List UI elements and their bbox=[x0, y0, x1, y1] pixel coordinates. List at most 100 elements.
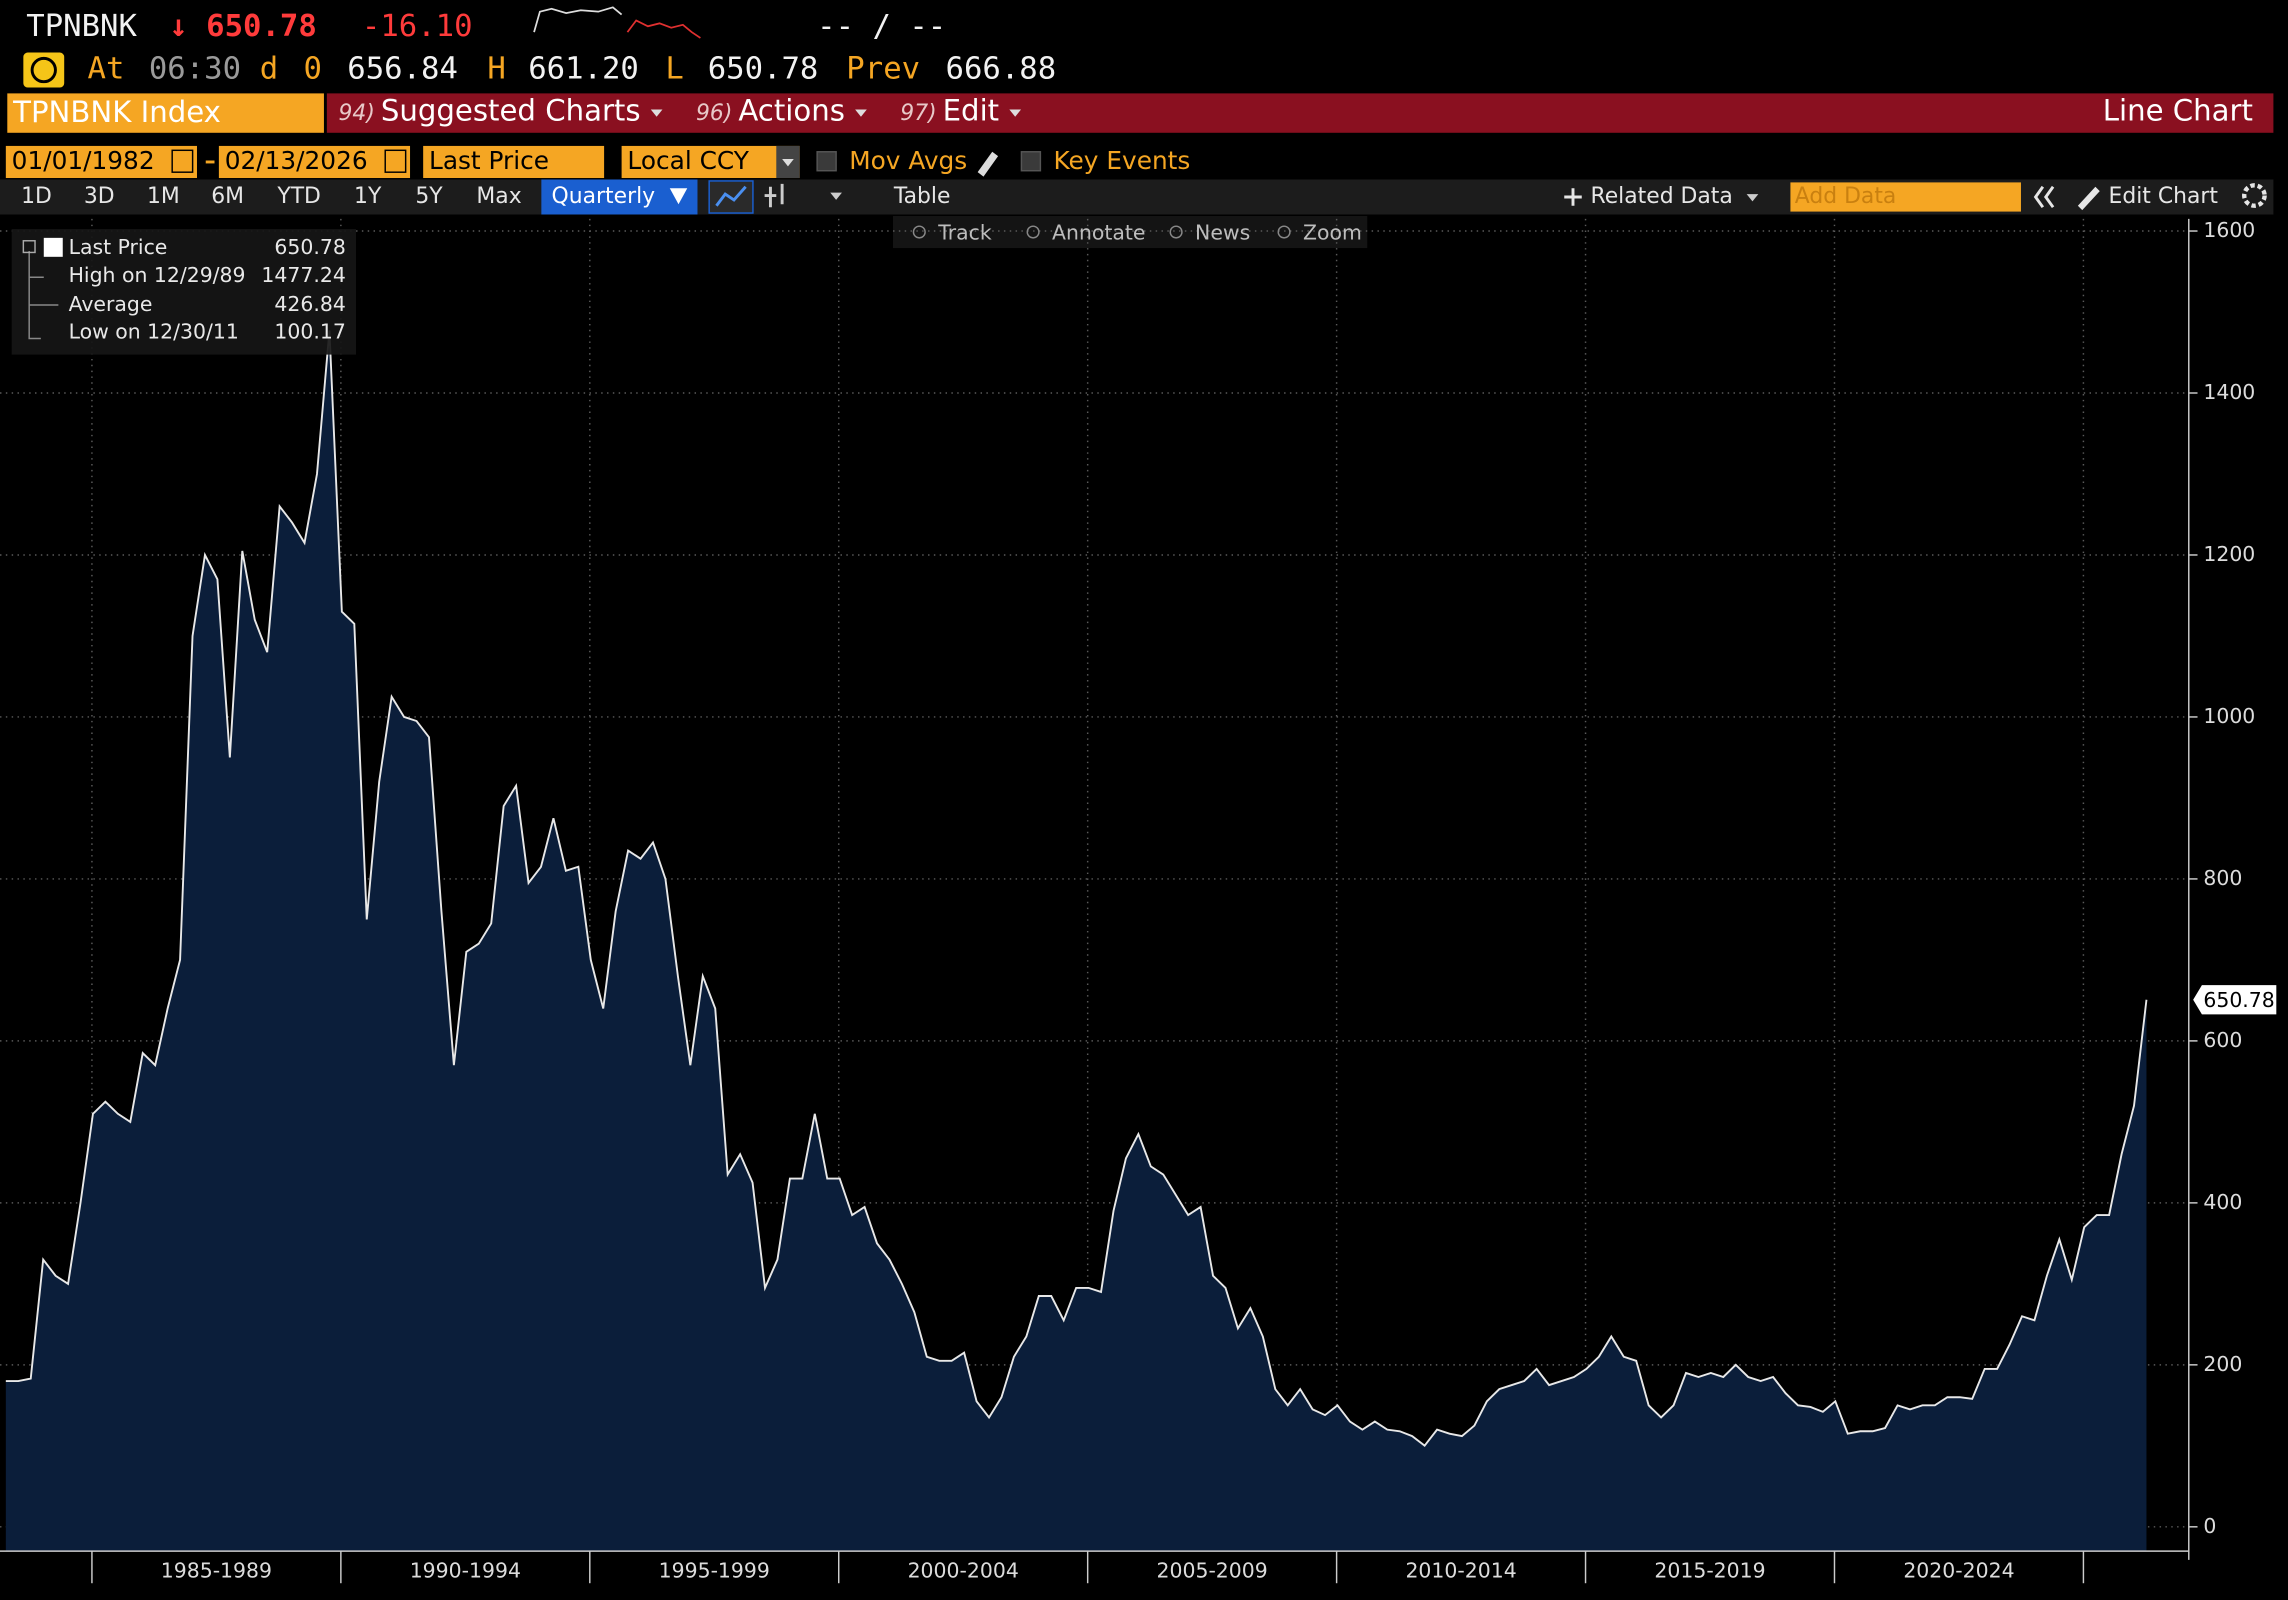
field[interactable]: Last Price bbox=[429, 146, 549, 175]
range-button[interactable]: 1D bbox=[21, 184, 52, 209]
legend-value: 100.17 bbox=[274, 320, 345, 344]
dropdown-arrow bbox=[855, 109, 867, 117]
legend-value: 1477.24 bbox=[261, 263, 345, 287]
pencil-icon bbox=[977, 151, 999, 177]
y-tick-label: 800 bbox=[2203, 866, 2242, 890]
line-chart-glyph bbox=[715, 185, 747, 207]
dropdown-arrow bbox=[650, 109, 663, 117]
end-date[interactable]: 02/13/2026 bbox=[225, 146, 368, 175]
range-button[interactable]: Max bbox=[476, 184, 521, 209]
last-price: ↓ 650.78 bbox=[169, 9, 317, 44]
tool-icon bbox=[1277, 225, 1291, 239]
chart-type[interactable]: Line Chart bbox=[2103, 93, 2253, 127]
end-date-box[interactable] bbox=[218, 145, 411, 179]
tool[interactable]: News bbox=[1195, 220, 1250, 244]
range-button[interactable]: 1M bbox=[147, 184, 180, 209]
tool-icon bbox=[1026, 225, 1040, 239]
menu-item[interactable]: Actions bbox=[738, 93, 845, 127]
time: 06:30 bbox=[149, 52, 241, 87]
last-value-tag bbox=[2193, 985, 2277, 1015]
y-tick-label: 200 bbox=[2203, 1352, 2242, 1376]
range-button[interactable]: 1Y bbox=[354, 184, 382, 209]
clock-icon-face bbox=[30, 56, 57, 84]
add-data-box[interactable] bbox=[1790, 182, 2021, 212]
start-date-box[interactable] bbox=[5, 145, 197, 179]
option[interactable]: Key Events bbox=[1054, 146, 1191, 175]
clock-icon bbox=[23, 52, 65, 88]
dropdown-arrow bbox=[1746, 194, 1759, 202]
menu-item[interactable]: Edit bbox=[943, 93, 1000, 127]
pencil-icon bbox=[2077, 186, 2100, 211]
last-value-label: 650.78 bbox=[2203, 988, 2274, 1012]
y-tick-label: 1400 bbox=[2203, 380, 2255, 404]
y-tick-label: 600 bbox=[2203, 1028, 2242, 1052]
legend-label: Low on 12/30/11 bbox=[69, 320, 239, 344]
d-label: d bbox=[260, 52, 278, 87]
tool-icon bbox=[1169, 225, 1183, 239]
calendar-icon[interactable] bbox=[171, 149, 194, 173]
add-data[interactable]: Add Data bbox=[1795, 184, 1897, 209]
range-button[interactable]: 6M bbox=[211, 184, 244, 209]
low: 650.78 bbox=[708, 52, 819, 87]
security-box[interactable] bbox=[7, 93, 324, 133]
tool-icon bbox=[912, 225, 926, 239]
plot: 0 200 400 600 800 1000 1200 1400 1600 1985-1989 19… bbox=[0, 218, 2277, 1584]
dropdown-arrow[interactable] bbox=[830, 192, 842, 200]
legend-value: 650.78 bbox=[274, 235, 345, 259]
range-button[interactable]: 3D bbox=[84, 184, 115, 209]
ticker: TPNBNK bbox=[26, 9, 137, 44]
frequency[interactable]: Quarterly bbox=[552, 184, 656, 209]
tool-bar bbox=[893, 215, 1368, 249]
legend-collapse[interactable] bbox=[22, 240, 36, 254]
x-tick-label: 1995-1999 bbox=[659, 1559, 770, 1583]
frequency-button[interactable] bbox=[541, 179, 698, 215]
legend-value: 426.84 bbox=[274, 292, 345, 316]
sparkline bbox=[533, 6, 623, 33]
tool[interactable]: Zoom bbox=[1303, 220, 1362, 244]
legend-label: High on 12/29/89 bbox=[69, 263, 246, 287]
settings-icon[interactable] bbox=[2242, 183, 2267, 208]
collapse-icon[interactable] bbox=[2033, 185, 2055, 209]
x-tick-label: 1990-1994 bbox=[410, 1559, 521, 1583]
line bbox=[5, 330, 2148, 1448]
at-label: At bbox=[88, 52, 125, 87]
checkbox[interactable] bbox=[816, 151, 837, 172]
menu-number[interactable]: 96) bbox=[696, 101, 732, 126]
area bbox=[5, 330, 2147, 1552]
security[interactable]: TPNBNK Index bbox=[12, 95, 221, 129]
table-button[interactable]: Table bbox=[893, 184, 951, 209]
currency-box[interactable] bbox=[621, 145, 800, 179]
change: -16.10 bbox=[362, 9, 473, 44]
calendar-icon[interactable] bbox=[384, 149, 407, 173]
h-label: H bbox=[487, 52, 505, 87]
dropdown-arrow bbox=[669, 188, 688, 205]
bar-chart-icon[interactable] bbox=[764, 183, 784, 208]
legend-label: Last Price bbox=[69, 235, 168, 259]
option[interactable]: Mov Avgs bbox=[849, 146, 967, 175]
checkbox[interactable] bbox=[1020, 151, 1042, 172]
prev: 666.88 bbox=[946, 52, 1057, 87]
menu-item[interactable]: Suggested Charts bbox=[381, 93, 641, 127]
d-value: 0 bbox=[304, 52, 322, 87]
prev-label: Prev bbox=[846, 52, 920, 87]
open: 656.84 bbox=[347, 52, 458, 87]
tool[interactable]: Track bbox=[937, 220, 992, 244]
legend-box bbox=[11, 229, 357, 355]
menu-number[interactable]: 97) bbox=[900, 101, 936, 126]
edit-chart[interactable]: Edit Chart bbox=[2109, 184, 2219, 209]
field-box[interactable] bbox=[423, 145, 605, 179]
related-data[interactable]: Related Data bbox=[1591, 184, 1733, 209]
sparkline-intraday bbox=[626, 19, 701, 39]
start-date[interactable]: 01/01/1982 bbox=[12, 146, 155, 175]
range-button[interactable]: 5Y bbox=[415, 184, 443, 209]
x-tick-label: 2010-2014 bbox=[1405, 1559, 1516, 1583]
menu-number[interactable]: 94) bbox=[339, 101, 375, 126]
currency[interactable]: Local CCY bbox=[627, 146, 749, 175]
y-tick-label: 1000 bbox=[2203, 704, 2255, 728]
x-tick-label: 2015-2019 bbox=[1654, 1559, 1765, 1583]
range-button[interactable]: YTD bbox=[276, 184, 321, 209]
tool[interactable]: Annotate bbox=[1052, 220, 1145, 244]
legend-swatch bbox=[43, 237, 63, 257]
